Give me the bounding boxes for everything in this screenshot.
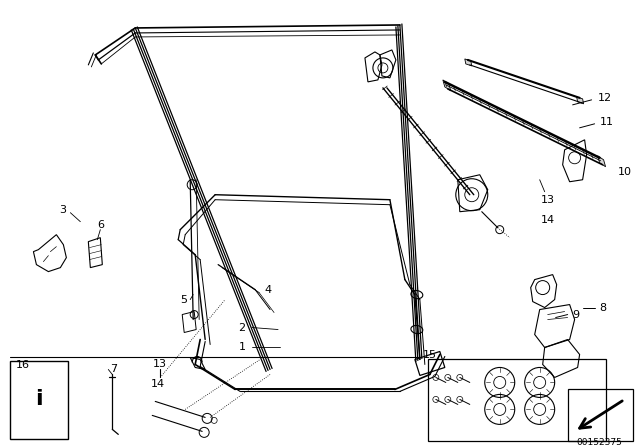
Text: 14: 14 [151, 379, 165, 389]
Bar [428, 359, 605, 441]
Text: 7: 7 [109, 365, 117, 375]
Text: 5: 5 [180, 295, 187, 305]
Polygon shape [443, 80, 451, 91]
Text: 14: 14 [541, 215, 555, 225]
Text: i: i [36, 389, 44, 409]
Text: 11: 11 [600, 117, 614, 127]
Polygon shape [598, 156, 605, 167]
Text: 13: 13 [153, 359, 167, 370]
Text: 8: 8 [600, 302, 607, 313]
Text: 1: 1 [239, 342, 246, 353]
Text: 4: 4 [264, 284, 271, 295]
Text: 13: 13 [541, 195, 555, 205]
FancyArrowPatch shape [580, 401, 622, 428]
Text: 15: 15 [423, 350, 437, 361]
Text: 00152375: 00152375 [577, 438, 623, 447]
Text: 16: 16 [15, 361, 29, 370]
Text: 6: 6 [97, 220, 104, 230]
Bar [10, 362, 68, 439]
Text: 12: 12 [598, 93, 612, 103]
Text: 9: 9 [573, 310, 580, 319]
Polygon shape [465, 59, 472, 66]
Text: 10: 10 [618, 167, 632, 177]
Text: 3: 3 [59, 205, 66, 215]
Polygon shape [577, 97, 584, 104]
Bar [568, 389, 632, 441]
Text: 2: 2 [239, 323, 246, 332]
